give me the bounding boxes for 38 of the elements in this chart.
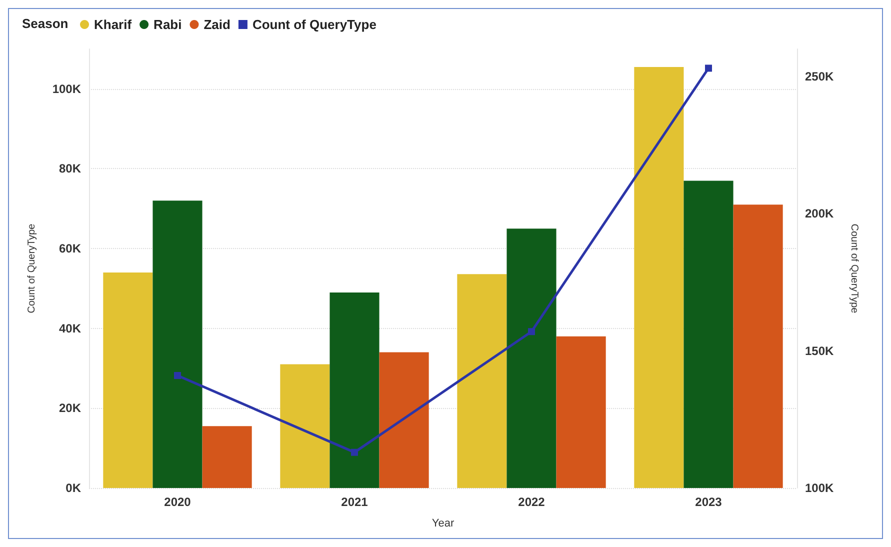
bar [152, 200, 202, 488]
legend-label: Zaid [204, 17, 231, 32]
bar [634, 66, 684, 488]
bar [457, 274, 507, 488]
x-tick-label: 2021 [341, 495, 368, 509]
y2-tick-label: 100K [805, 481, 834, 495]
y-tick-label: 60K [58, 242, 82, 256]
bar [202, 426, 252, 488]
y-tick-label: 80K [58, 162, 82, 176]
bar [556, 336, 606, 488]
x-axis-title: Year [432, 518, 454, 530]
y2-tick-label: 150K [805, 344, 834, 358]
y-axis-title: Count of QueryType [26, 223, 38, 314]
y-tick-label: 100K [52, 82, 82, 96]
y-tick-label: 20K [58, 401, 82, 416]
bar [684, 180, 734, 488]
x-tick-label: 2022 [518, 495, 546, 509]
bar [379, 352, 429, 488]
bar [733, 204, 783, 488]
bar [103, 272, 153, 488]
point [351, 448, 358, 456]
y2-axis-title: Count of QueryType [848, 224, 860, 314]
legend-label: Rabi [154, 17, 182, 32]
bar [506, 228, 556, 488]
legend-label: Count of QueryType [252, 17, 376, 32]
legend-label: Kharif [94, 17, 132, 32]
point [705, 64, 712, 72]
bar [330, 292, 380, 488]
y-tick-label: 40K [58, 321, 82, 336]
y2-tick-label: 250K [805, 69, 834, 84]
x-tick-label: 2020 [164, 495, 192, 509]
legend-title: Season [22, 16, 68, 31]
x-tick-label: 2023 [695, 495, 722, 509]
y-tick-label: 0K [66, 481, 82, 495]
point [528, 328, 535, 336]
y2-tick-label: 200K [805, 206, 834, 221]
bar [280, 364, 330, 488]
point [174, 372, 181, 380]
